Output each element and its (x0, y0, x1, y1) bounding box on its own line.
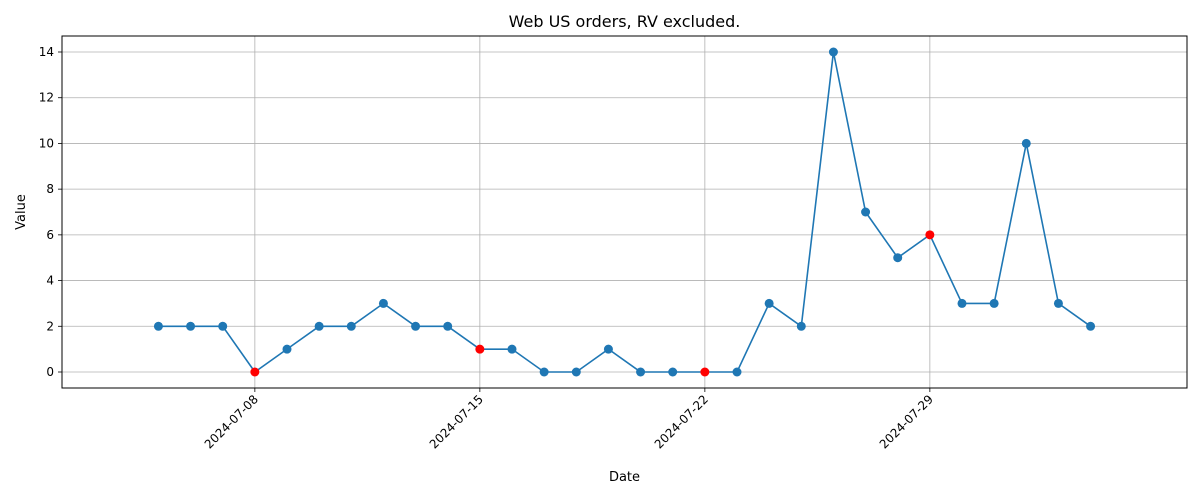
y-tick-label: 4 (46, 274, 54, 288)
data-point (1086, 321, 1096, 331)
y-tick-label: 0 (46, 365, 54, 379)
y-tick-label: 12 (39, 91, 54, 105)
y-tick-label: 8 (46, 182, 54, 196)
y-tick-label: 6 (46, 228, 54, 242)
data-point (539, 367, 549, 377)
data-point (153, 321, 163, 331)
y-tick-label: 14 (39, 45, 54, 59)
data-point (893, 253, 903, 263)
y-tick-label: 10 (39, 136, 54, 150)
data-point (861, 207, 871, 217)
data-point (378, 298, 388, 308)
grid-layer (62, 36, 1187, 388)
data-point (443, 321, 453, 331)
x-tick-label: 2024-07-15 (427, 392, 486, 451)
data-point (314, 321, 324, 331)
data-point (636, 367, 646, 377)
highlighted-data-point (700, 367, 710, 377)
series-layer (158, 51, 1092, 374)
chart-title: Web US orders, RV excluded. (509, 12, 741, 31)
x-axis-title: Date (609, 470, 640, 485)
data-point (764, 298, 774, 308)
data-point (411, 321, 421, 331)
data-point (796, 321, 806, 331)
y-axis-title: Value (14, 194, 29, 230)
ticks-layer: 0 2 4 6 8 10 12 14 2024-07-08 2024-07-15 2024-07-2… (39, 45, 936, 451)
x-tick-label: 2024-07-08 (202, 392, 261, 451)
data-point (186, 321, 196, 331)
data-point (282, 344, 292, 354)
highlighted-data-point (250, 367, 260, 377)
highlighted-data-point (925, 230, 935, 240)
plot-frame (61, 35, 1188, 389)
series-line (158, 51, 1092, 374)
points-layer (153, 47, 1096, 377)
y-tick-label: 2 (46, 319, 54, 333)
x-tick-label: 2024-07-29 (877, 392, 936, 451)
data-point (957, 298, 967, 308)
data-point (603, 344, 613, 354)
data-point (507, 344, 517, 354)
data-point (989, 298, 999, 308)
data-point (346, 321, 356, 331)
data-point (828, 47, 838, 57)
data-point (1021, 138, 1031, 148)
x-tick-label: 2024-07-22 (652, 392, 711, 451)
data-point (668, 367, 678, 377)
data-point (1053, 298, 1063, 308)
data-point (732, 367, 742, 377)
data-point (218, 321, 228, 331)
data-point (571, 367, 581, 377)
highlighted-data-point (475, 344, 485, 354)
